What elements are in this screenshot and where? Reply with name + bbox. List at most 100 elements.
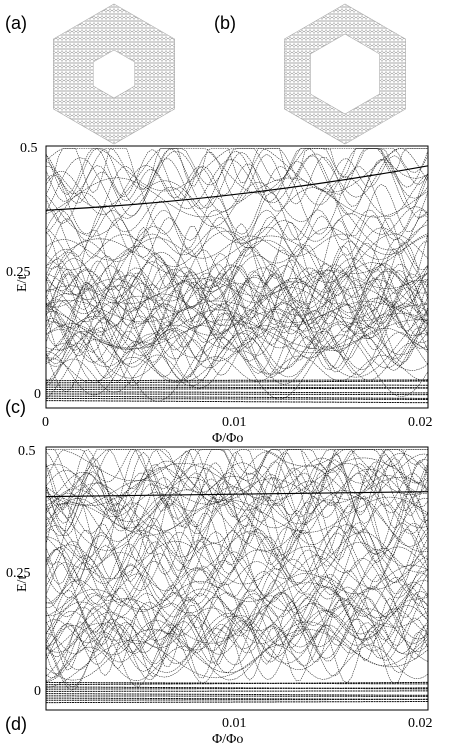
spectrum-level-c-35: [45, 321, 429, 379]
spectrum-level-c-69: [45, 300, 429, 323]
spectrum-level-d-39: [45, 561, 429, 642]
chart-c-ytick-0.25: 0.25: [6, 265, 31, 280]
spectrum-level-d-23: [45, 621, 429, 685]
chart-d-xlabel: Φ/Φo: [212, 732, 243, 746]
spectrum-level-c-14: [45, 235, 429, 277]
chart-d-ytick-0.25: 0.25: [6, 566, 31, 581]
spectrum-level-c-40: [45, 354, 429, 384]
spectrum-level-d-47: [45, 572, 429, 635]
spectrum-level-d-61: [45, 558, 429, 604]
spectrum-zero-band-d-7: [45, 686, 429, 690]
spectrum-zero-band-c-2: [45, 395, 429, 399]
chart-d-frame: [45, 446, 429, 711]
spectrum-level-c-16: [45, 155, 429, 204]
spectrum-level-d-11: [45, 587, 429, 663]
spectrum-level-d-44: [45, 502, 429, 535]
lattice-a-outer-edge: [53, 3, 175, 145]
spectrum-level-c-15: [45, 148, 429, 215]
spectrum-zero-band-c-5: [45, 387, 429, 390]
chart-c-xtick-0: 0: [42, 415, 49, 430]
spectrum-level-d-59: [45, 622, 429, 655]
spectrum-level-d-3: [45, 463, 429, 529]
spectrum-level-d-36: [45, 529, 429, 573]
lattice-b-body: [275, 4, 415, 144]
spectrum-level-c-12: [45, 280, 429, 333]
spectrum-level-c-47: [45, 270, 429, 304]
lattice-a-body: [44, 4, 184, 144]
spectrum-level-c-23: [45, 242, 429, 330]
spectrum-level-d-33: [45, 590, 429, 688]
spectrum-level-d-21: [45, 586, 429, 678]
panel-label-c: (c): [5, 397, 26, 417]
spectrum-level-d-17: [45, 605, 429, 656]
spectrum-level-c-8: [45, 266, 429, 313]
spectrum-zero-band-d-2: [45, 697, 429, 700]
spectrum-zero-band-d-4: [45, 693, 429, 696]
spectrum-level-c-64: [45, 217, 429, 293]
spectrum-level-d-7: [45, 617, 429, 666]
spectrum-zero-band-c-4: [45, 391, 429, 394]
spectrum-level-c-62: [45, 268, 429, 329]
spectrum-zero-band-d-1: [45, 698, 429, 701]
spectrum-level-d-54: [45, 565, 429, 617]
spectrum-zero-band-d-5: [45, 690, 429, 692]
spectrum-level-d-26: [45, 449, 429, 505]
spectrum-level-d-28: [45, 472, 429, 507]
lattice-b-outer-edge: [284, 3, 406, 145]
chart-c-ytick-0: 0: [34, 387, 41, 402]
spectrum-level-d-52: [45, 477, 429, 506]
chart-c-energy-spectrum: 0.5 0.25 0 0 0.01 0.02 Φ/Φo E/t: [6, 141, 433, 446]
spectrum-zero-band-d-9: [45, 682, 429, 685]
spectrum-level-d-22: [45, 492, 429, 547]
spectrum-level-c-39: [45, 321, 429, 365]
spectrum-level-d-41: [45, 495, 429, 563]
lattice-a-hole-edge: [92, 49, 136, 99]
spectrum-level-d-67: [45, 598, 429, 653]
spectrum-level-d-57: [45, 528, 429, 599]
spectrum-flat-level-d: [45, 491, 429, 498]
spectrum-level-c-0: [45, 148, 429, 209]
spectrum-level-c-54: [45, 268, 429, 337]
spectrum-level-d-35: [45, 489, 429, 553]
spectrum-level-c-2: [45, 307, 429, 384]
spectrum-level-d-50: [45, 546, 429, 617]
spectrum-level-c-57: [45, 148, 429, 219]
spectrum-level-d-69: [45, 497, 429, 559]
spectrum-level-c-49: [45, 304, 429, 386]
chart-c-frame: [45, 145, 429, 409]
spectrum-level-c-59: [45, 233, 429, 296]
spectrum-level-c-65: [45, 318, 429, 396]
spectrum-level-c-38: [45, 264, 429, 351]
spectrum-level-d-10: [45, 528, 429, 605]
chart-c-ytick-0.5: 0.5: [20, 141, 38, 156]
spectrum-level-d-8: [45, 621, 429, 681]
spectrum-level-c-5: [45, 297, 429, 361]
spectrum-level-d-51: [45, 449, 429, 517]
spectrum-level-d-6: [45, 623, 429, 654]
spectrum-level-d-38: [45, 629, 429, 689]
spectrum-level-c-21: [45, 262, 429, 343]
spectrum-level-d-32: [45, 459, 429, 565]
chart-c-series-lines: [45, 148, 429, 404]
spectrum-level-d-15: [45, 597, 429, 671]
spectrum-level-c-17: [45, 183, 429, 257]
chart-c-xlabel: Φ/Φo: [212, 431, 243, 446]
spectrum-zero-band-c-0: [45, 400, 429, 404]
spectrum-level-c-22: [45, 233, 429, 261]
spectrum-level-d-63: [45, 499, 429, 585]
spectrum-level-d-30: [45, 453, 429, 522]
spectrum-level-d-4: [46, 449, 428, 482]
chart-c-ylabel: E/t: [15, 276, 30, 292]
spectrum-level-c-61: [45, 148, 428, 193]
spectrum-level-d-64: [45, 542, 429, 612]
spectrum-level-d-42: [45, 523, 429, 595]
spectrum-level-d-19: [45, 644, 429, 682]
panel-label-d: (d): [5, 714, 27, 734]
spectrum-zero-band-c-8: [45, 380, 429, 384]
lattice-b-hole-edge: [310, 33, 380, 115]
spectrum-level-c-51: [45, 224, 429, 271]
spectrum-level-d-45: [45, 608, 429, 678]
spectrum-level-c-48: [45, 226, 429, 293]
spectrum-level-d-53: [45, 581, 429, 646]
spectrum-level-d-43: [45, 464, 429, 537]
